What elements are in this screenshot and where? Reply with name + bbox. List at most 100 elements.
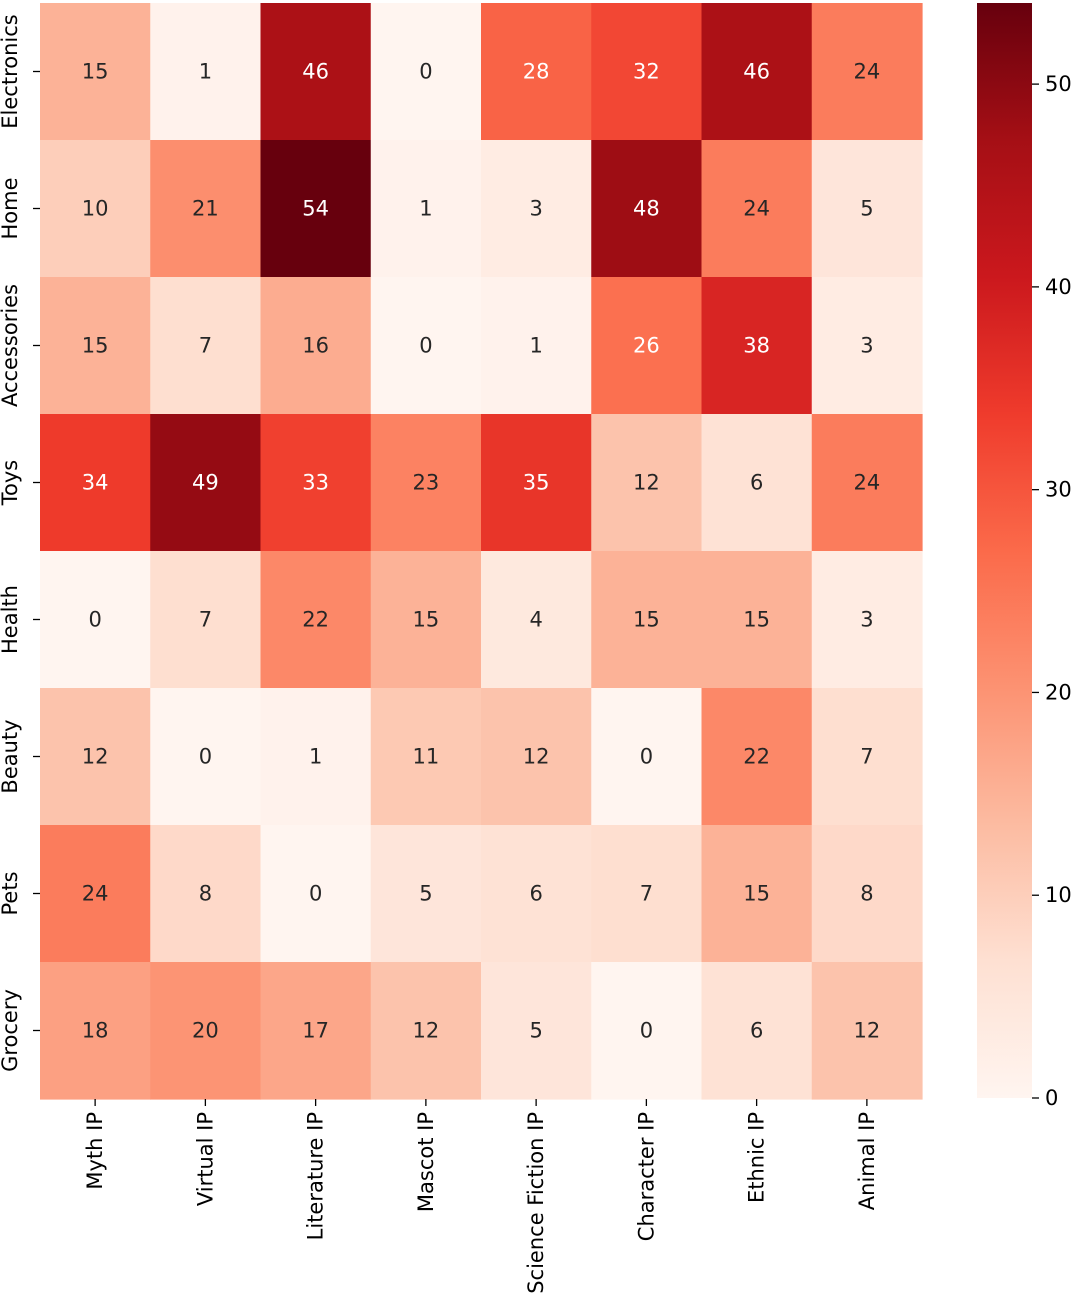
heatmap-cell [40, 140, 151, 278]
cell-value-label: 32 [633, 60, 660, 84]
cell-value-label: 20 [192, 1019, 219, 1043]
cell-value-label: 21 [192, 197, 219, 221]
heatmap-cell [591, 825, 703, 963]
heatmap-cell [370, 825, 482, 963]
cell-value-label: 49 [192, 471, 219, 495]
heatmap-cell [150, 825, 262, 963]
cell-value-label: 0 [309, 882, 322, 906]
heatmap-cell [40, 3, 151, 141]
heatmap-cell [40, 414, 151, 552]
cell-value-label: 34 [82, 471, 109, 495]
heatmap-cell [811, 277, 923, 415]
cell-value-label: 6 [750, 471, 763, 495]
cell-value-label: 1 [199, 60, 212, 84]
cell-value-label: 7 [199, 334, 212, 358]
cell-value-label: 5 [419, 882, 432, 906]
heatmap-cell [701, 414, 813, 552]
heatmap-cell [150, 962, 262, 1100]
x-tick-label: Mascot IP [414, 1112, 438, 1212]
cell-value-label: 11 [413, 745, 440, 769]
heatmap-cell [591, 277, 703, 415]
heatmap-cell [260, 551, 372, 689]
heatmap-cell [701, 3, 813, 141]
heatmap-cell [811, 140, 923, 278]
heatmap-cell [811, 3, 923, 141]
cell-value-label: 15 [82, 334, 109, 358]
heatmap-axes: Electronics Home Accessories Toys Health Beau… [0, 14, 879, 1294]
x-tick-label: Ethnic IP [745, 1112, 769, 1203]
heatmap-cell [701, 688, 813, 826]
heatmap-cell [481, 825, 592, 963]
colorbar-tick-label: 0 [1045, 1086, 1058, 1110]
cell-value-label: 35 [523, 471, 550, 495]
heatmap-cell [701, 962, 813, 1100]
cell-value-label: 54 [302, 197, 329, 221]
cell-value-label: 24 [854, 60, 881, 84]
heatmap-cell [370, 962, 482, 1100]
cell-value-label: 7 [640, 882, 653, 906]
cell-value-label: 0 [419, 334, 432, 358]
colorbar-tick-label: 50 [1045, 72, 1072, 96]
heatmap-cell [481, 551, 592, 689]
heatmap-cell [591, 962, 703, 1100]
cell-value-label: 18 [82, 1019, 109, 1043]
cell-value-label: 12 [854, 1019, 881, 1043]
colorbar-gradient [977, 3, 1032, 1098]
heatmap-cell [591, 3, 703, 141]
cell-value-label: 3 [860, 608, 873, 632]
cell-value-label: 8 [860, 882, 873, 906]
heatmap-cell [40, 825, 151, 963]
cell-value-label: 0 [199, 745, 212, 769]
cell-value-label: 17 [302, 1019, 329, 1043]
heatmap-cell [260, 962, 372, 1100]
cell-value-label: 28 [523, 60, 550, 84]
heatmap-cell [150, 551, 262, 689]
cell-value-label: 0 [640, 1019, 653, 1043]
cell-value-label: 15 [743, 882, 770, 906]
y-tick-label: Beauty [0, 719, 22, 793]
heatmap-cell [811, 688, 923, 826]
heatmap-cell [40, 688, 151, 826]
heatmap-cell [370, 688, 482, 826]
heatmap-cell [370, 551, 482, 689]
cell-value-label: 1 [309, 745, 322, 769]
cell-value-label: 15 [82, 60, 109, 84]
heatmap-cell [591, 688, 703, 826]
x-tick-label: Animal IP [855, 1112, 879, 1210]
heatmap-cell [701, 140, 813, 278]
cell-value-label: 15 [413, 608, 440, 632]
heatmap-cell [260, 825, 372, 963]
heatmap-cell [150, 140, 262, 278]
cell-value-label: 6 [529, 882, 542, 906]
cell-value-label: 4 [529, 608, 542, 632]
heatmap-cell [370, 3, 482, 141]
heatmap-cell [701, 277, 813, 415]
heatmap-cell [150, 688, 262, 826]
heatmap-cell [260, 414, 372, 552]
colorbar: 0 10 20 30 40 50 [977, 3, 1072, 1110]
heatmap-cell [40, 551, 151, 689]
colorbar-tick-label: 40 [1045, 275, 1072, 299]
colorbar-tick-label: 10 [1045, 883, 1072, 907]
heatmap-cell [591, 551, 703, 689]
heatmap-cell [811, 551, 923, 689]
heatmap-cell [150, 3, 262, 141]
cell-value-label: 3 [860, 334, 873, 358]
heatmap-cell [481, 414, 592, 552]
colorbar-tick-label: 20 [1045, 680, 1072, 704]
heatmap-cell [591, 414, 703, 552]
cell-value-label: 22 [302, 608, 329, 632]
heatmap-cell [481, 962, 592, 1100]
heatmap-cell [40, 277, 151, 415]
cell-value-label: 12 [82, 745, 109, 769]
heatmap-cell [481, 688, 592, 826]
x-tick-label: Myth IP [83, 1112, 107, 1190]
cell-value-label: 8 [199, 882, 212, 906]
heatmap-cell [591, 140, 703, 278]
cell-value-label: 12 [413, 1019, 440, 1043]
cell-value-label: 12 [633, 471, 660, 495]
cell-value-label: 26 [633, 334, 660, 358]
y-tick-label: Toys [0, 460, 22, 506]
heatmap-cell [370, 414, 482, 552]
